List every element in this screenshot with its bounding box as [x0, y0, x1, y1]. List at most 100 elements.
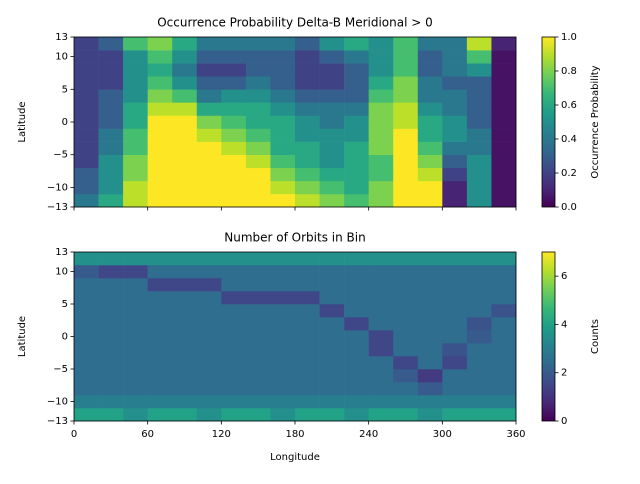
heatmap-cell	[319, 382, 345, 396]
heatmap-cell	[466, 265, 492, 279]
heatmap-cell	[172, 395, 198, 409]
heatmap-cell	[98, 265, 124, 279]
heatmap-cell	[74, 291, 99, 305]
heatmap-cell	[196, 304, 222, 318]
heatmap-cell	[172, 167, 198, 182]
heatmap-cell	[491, 180, 517, 195]
heatmap-cell	[147, 291, 173, 305]
y-axis-label: Latitude	[17, 316, 28, 357]
heatmap-cell	[466, 369, 492, 383]
heatmap-cell	[245, 382, 271, 396]
colorbar-tick-label: 0	[561, 416, 567, 427]
heatmap-cell	[466, 343, 492, 357]
colorbar-tick-label: 0.2	[561, 168, 577, 179]
heatmap-cell	[172, 265, 198, 279]
heatmap-cell	[417, 154, 443, 169]
heatmap-cell	[344, 395, 369, 409]
heatmap-cell	[74, 37, 99, 51]
heatmap-cell	[172, 102, 198, 116]
heatmap-cell	[466, 193, 492, 208]
heatmap-cell	[393, 167, 419, 182]
heatmap-cell	[393, 317, 419, 331]
heatmap-cell	[295, 180, 320, 195]
heatmap-cell	[491, 37, 517, 51]
heatmap-cell	[172, 63, 198, 77]
heatmap-cell	[147, 50, 173, 64]
heatmap-cell	[270, 278, 296, 292]
heatmap-cell	[442, 167, 468, 182]
heatmap-cell	[196, 167, 222, 182]
heatmap-cell	[368, 291, 394, 305]
heatmap-cell	[319, 63, 345, 77]
heatmap-cell	[245, 356, 271, 370]
heatmap-cell	[393, 382, 419, 396]
heatmap-cell	[368, 265, 394, 279]
heatmap-cell	[295, 408, 320, 422]
heatmap-cell	[344, 317, 369, 331]
heatmap-cell	[344, 115, 369, 129]
heatmap-cell	[123, 37, 148, 51]
colorbar-tick-label: 4	[561, 319, 567, 330]
heatmap-cell	[368, 369, 394, 383]
heatmap-cell	[196, 50, 222, 64]
heatmap-cell	[196, 356, 222, 370]
y-tick-label: 13	[55, 32, 68, 43]
heatmap-cell	[319, 50, 345, 64]
heatmap-cell	[344, 193, 369, 208]
heatmap-cell	[491, 291, 517, 305]
x-axis-label: Longitude	[270, 452, 320, 463]
heatmap-cell	[491, 330, 517, 344]
heatmap-cell	[393, 193, 419, 208]
heatmap-cell	[270, 356, 296, 370]
heatmap-cell	[491, 63, 517, 77]
heatmap-cell	[417, 115, 443, 129]
heatmap-cell	[123, 343, 148, 357]
heatmap-cell	[123, 265, 148, 279]
heatmap-cell	[319, 180, 345, 195]
heatmap-cell	[98, 252, 124, 266]
heatmap-cell	[466, 180, 492, 195]
heatmap-cell	[442, 395, 468, 409]
y-tick-label: −10	[47, 397, 68, 408]
heatmap-cell	[417, 330, 443, 344]
heatmap-cell	[368, 356, 394, 370]
heatmap-cell	[245, 63, 271, 77]
heatmap-cell	[295, 102, 320, 116]
heatmap-cell	[98, 304, 124, 318]
heatmap-cell	[270, 369, 296, 383]
heatmap-cell	[344, 180, 369, 195]
heatmap-cell	[221, 369, 247, 383]
heatmap-cell	[123, 193, 148, 208]
heatmap-cell	[221, 278, 247, 292]
heatmap-cell	[123, 141, 148, 155]
heatmap-cell	[393, 408, 419, 422]
heatmap-cell	[270, 128, 296, 142]
heatmap-cell	[74, 115, 99, 129]
heatmap-cell	[344, 63, 369, 77]
heatmap-cell	[491, 304, 517, 318]
heatmap-cell	[393, 154, 419, 169]
heatmap-cell	[172, 37, 198, 51]
heatmap-cell	[245, 37, 271, 51]
heatmap-cell	[491, 265, 517, 279]
heatmap-cell	[98, 369, 124, 383]
heatmap-cell	[221, 265, 247, 279]
heatmap-cell	[123, 252, 148, 266]
heatmap-cell	[172, 50, 198, 64]
heatmap-cell	[466, 330, 492, 344]
heatmap-cell	[147, 89, 173, 103]
heatmap-cell	[123, 89, 148, 103]
heatmap-cell	[417, 128, 443, 142]
heatmap-cell	[196, 180, 222, 195]
heatmap-cell	[123, 154, 148, 169]
heatmap-cell	[295, 382, 320, 396]
heatmap-cell	[417, 180, 443, 195]
heatmap-cell	[344, 167, 369, 182]
heatmap-cell	[368, 141, 394, 155]
heatmap-cell	[196, 330, 222, 344]
colorbar-tick-label: 1.0	[561, 32, 577, 43]
heatmap-cell	[172, 141, 198, 155]
heatmap-cell	[98, 330, 124, 344]
heatmap-cell	[270, 252, 296, 266]
heatmap-cell	[221, 154, 247, 169]
